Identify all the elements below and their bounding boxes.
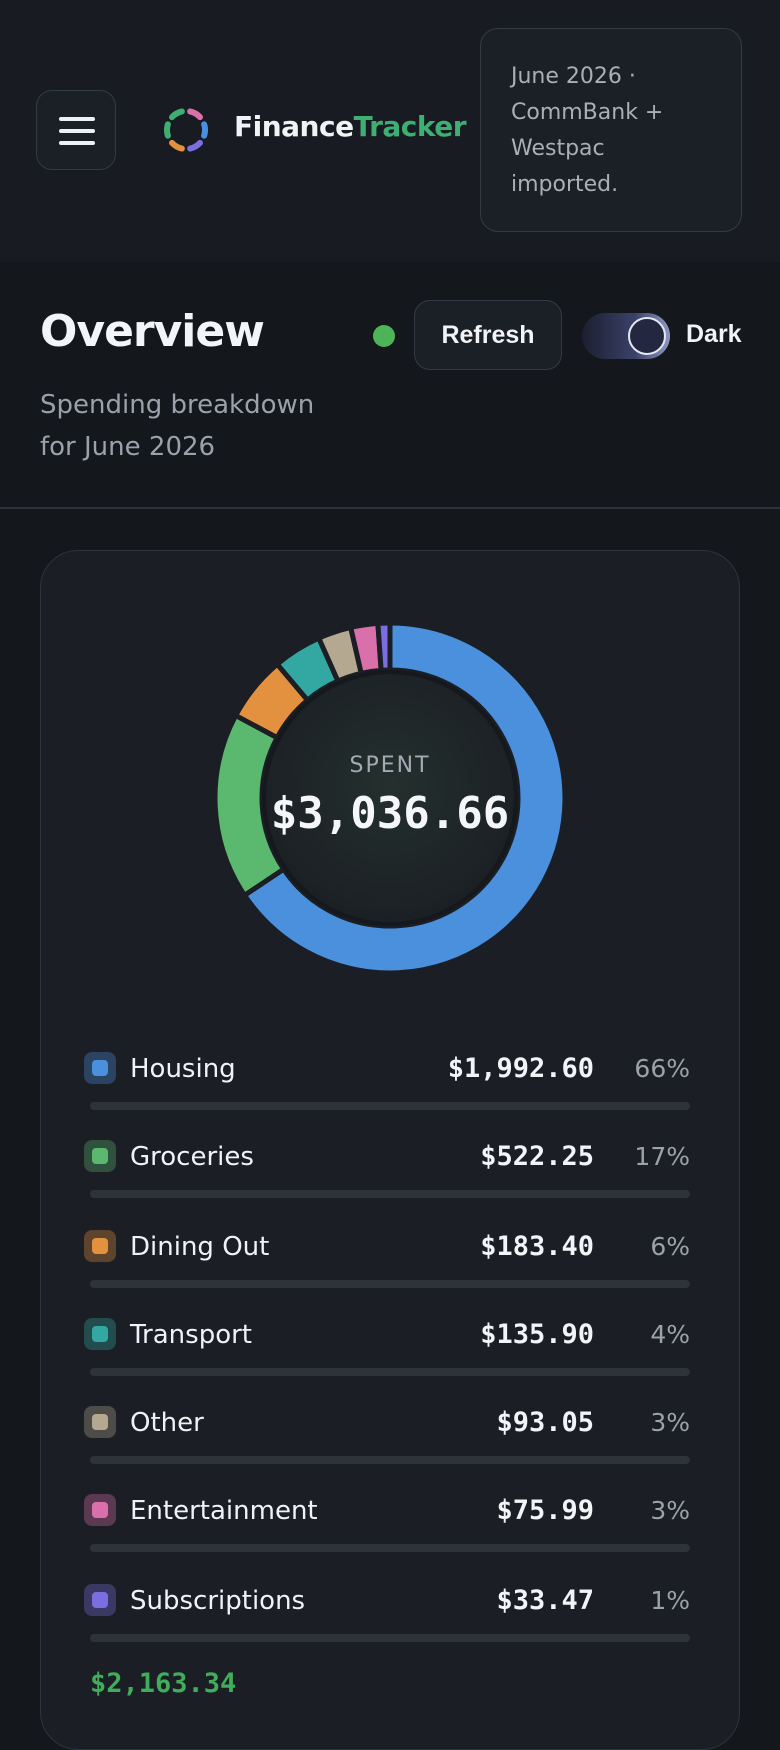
category-percent: 3% [650,1496,690,1525]
logo-segment [164,121,171,139]
category-amount: $1,992.60 [447,1053,594,1084]
category-name: Other [130,1408,204,1438]
category-amount: $522.25 [480,1141,594,1172]
category-name: Transport [130,1320,253,1350]
category-name: Groceries [130,1142,254,1172]
category-percent: 4% [650,1320,690,1349]
category-amount: $33.47 [496,1585,594,1616]
logo-segment [187,108,203,121]
toggle-knob [628,317,666,355]
category-row-groceries[interactable]: Groceries $522.25 17% [84,1140,690,1200]
brand-name: FinanceTracker [234,110,467,143]
category-amount: $135.90 [480,1319,594,1350]
category-color-swatch [84,1140,116,1172]
donut-center [262,670,518,926]
hamburger-icon-line [59,117,95,121]
menu-button[interactable] [36,90,116,170]
remaining-amount: $2,163.34 [90,1668,237,1699]
page-title: Overview [40,306,265,357]
refresh-button[interactable]: Refresh [414,300,562,370]
hamburger-icon-line [59,141,95,145]
logo-segment [169,139,185,152]
logo-segment [187,139,203,152]
category-bar-track [90,1280,690,1288]
import-status-note: June 2026 · CommBank + Westpac imported. [480,28,742,232]
category-bar-track [90,1456,690,1464]
category-bar-track [90,1368,690,1376]
category-row-entertainment[interactable]: Entertainment $75.99 3% [84,1494,690,1554]
category-amount: $183.40 [480,1231,594,1262]
category-percent: 1% [650,1586,690,1615]
category-bar-track [90,1634,690,1642]
category-percent: 6% [650,1232,690,1261]
category-percent: 3% [650,1408,690,1437]
category-row-other[interactable]: Other $93.05 3% [84,1406,690,1466]
category-color-swatch [84,1318,116,1350]
category-amount: $75.99 [496,1495,594,1526]
brand-name-part1: Finance [234,110,354,143]
spent-total: $3,036.66 [270,788,510,839]
category-percent: 66% [634,1054,690,1083]
category-name: Entertainment [130,1496,318,1526]
top-bar: FinanceTracker June 2026 · CommBank + We… [0,0,780,262]
spending-donut-chart [212,620,568,976]
category-color-swatch [84,1584,116,1616]
category-percent: 17% [634,1142,690,1171]
section-divider [0,507,780,509]
logo-segment [201,121,208,139]
theme-label: Dark [686,320,742,348]
category-name: Dining Out [130,1232,270,1262]
category-bar-track [90,1102,690,1110]
category-amount: $93.05 [496,1407,594,1438]
category-color-swatch [84,1052,116,1084]
category-bar-track [90,1190,690,1198]
category-color-swatch [84,1406,116,1438]
category-row-subscriptions[interactable]: Subscriptions $33.47 1% [84,1584,690,1644]
page-subtitle: Spending breakdown for June 2026 [40,390,315,462]
category-name: Subscriptions [130,1586,306,1616]
category-color-swatch [84,1230,116,1262]
dark-mode-toggle[interactable] [582,313,670,359]
category-name: Housing [130,1054,236,1084]
spent-label: SPENT [349,753,431,778]
logo-segment [169,108,185,121]
category-row-dining-out[interactable]: Dining Out $183.40 6% [84,1230,690,1290]
category-color-swatch [84,1494,116,1526]
connection-status-dot [373,325,395,347]
finance-tracker-logo-icon [164,108,208,152]
brand-name-part2: Tracker [353,110,467,143]
hamburger-icon-line [59,129,95,133]
category-bar-track [90,1544,690,1552]
donut-slice-subscriptions[interactable] [375,620,393,673]
category-row-housing[interactable]: Housing $1,992.60 66% [84,1052,690,1112]
category-row-transport[interactable]: Transport $135.90 4% [84,1318,690,1378]
